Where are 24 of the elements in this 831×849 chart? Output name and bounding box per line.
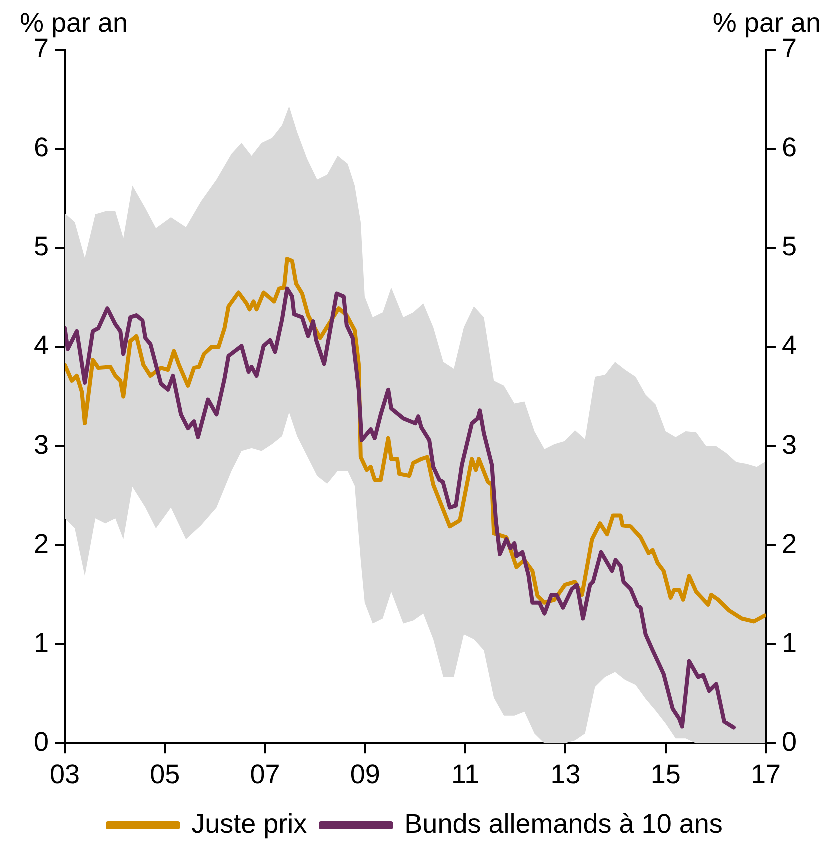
y2-tick-label: 4 bbox=[782, 330, 798, 361]
y2-tick-label: 6 bbox=[782, 132, 798, 163]
x-tick-label: 17 bbox=[750, 759, 782, 790]
y-tick-label: 4 bbox=[34, 330, 50, 361]
y-tick-label: 0 bbox=[34, 727, 50, 758]
y2-tick-label: 1 bbox=[782, 628, 798, 658]
y-tick-label: 1 bbox=[34, 628, 50, 658]
y2-tick-label: 2 bbox=[782, 528, 798, 559]
x-tick-label: 15 bbox=[650, 759, 681, 790]
y2-tick-label: 5 bbox=[782, 232, 798, 262]
y-tick-label: 3 bbox=[34, 430, 50, 460]
y-tick-label: 5 bbox=[34, 232, 50, 262]
x-tick-label: 03 bbox=[50, 759, 80, 790]
x-tick-label: 09 bbox=[350, 759, 380, 790]
legend-label: Juste prix bbox=[192, 808, 308, 839]
x-tick-label: 05 bbox=[150, 759, 180, 790]
x-tick-label: 11 bbox=[452, 759, 480, 790]
y-tick-label: 6 bbox=[34, 132, 50, 163]
x-tick-label: 13 bbox=[550, 759, 581, 790]
legend-label: Bunds allemands à 10 ans bbox=[404, 808, 723, 839]
x-tick-label: 07 bbox=[250, 759, 280, 790]
y2-tick-label: 3 bbox=[782, 430, 798, 460]
y-tick-label: 2 bbox=[34, 528, 50, 559]
y2-tick-label: 0 bbox=[782, 727, 798, 758]
